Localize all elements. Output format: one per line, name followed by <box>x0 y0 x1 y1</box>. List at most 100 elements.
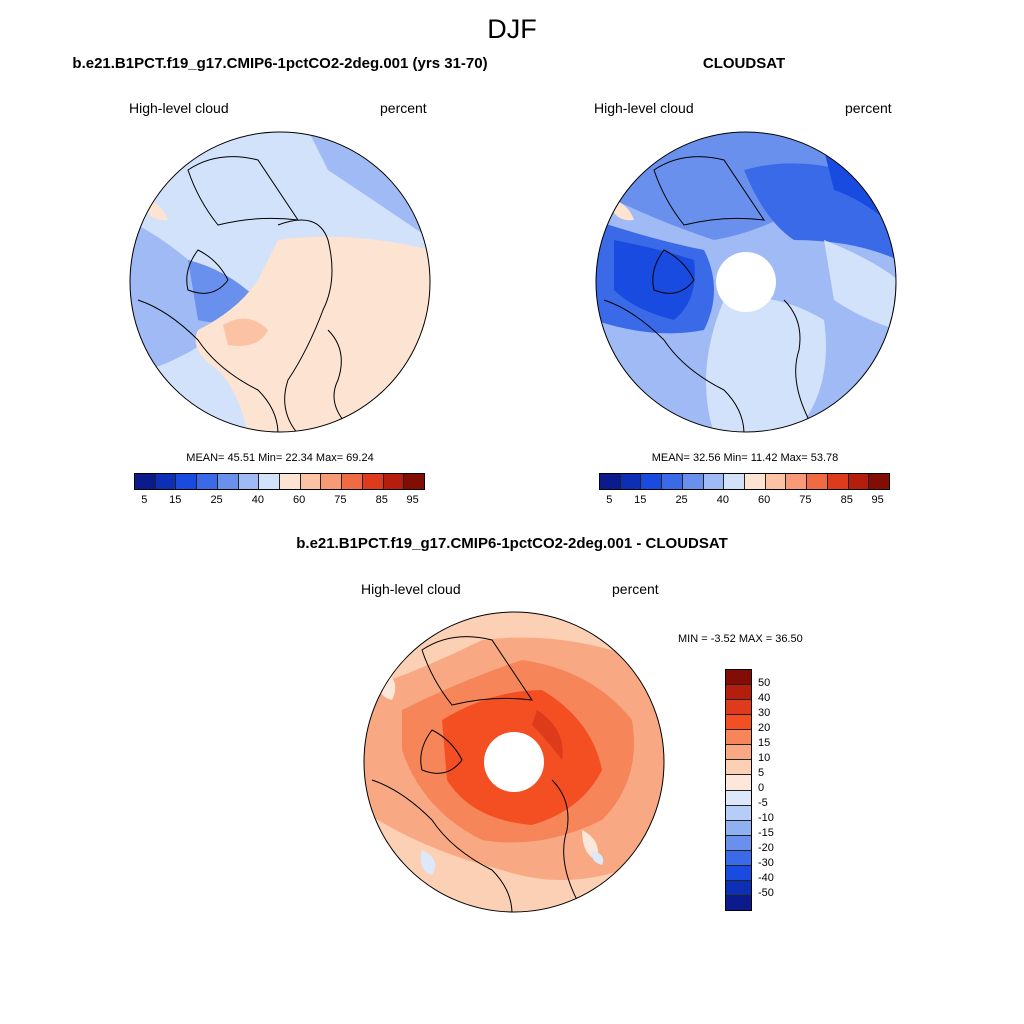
panel-3-colorbar-labels: 50 40 30 20 15 10 5 0 -5 -10 -15 -20 -30 -40 -50 <box>758 669 798 909</box>
panel-1-colorbar <box>134 473 425 490</box>
panel-3-polar-map <box>363 611 665 913</box>
colorbar-swatch <box>726 835 751 851</box>
colorbar-swatch <box>135 474 156 489</box>
colorbar-swatch <box>726 685 751 701</box>
map-field <box>195 236 430 432</box>
colorbar-swatch <box>238 474 260 489</box>
colorbar-tick-label: -30 <box>758 857 774 869</box>
coastline <box>277 219 333 432</box>
colorbar-tick-label: 50 <box>758 677 771 689</box>
panel-3-colorbar <box>725 669 752 911</box>
panel-3-units-label: percent <box>612 581 659 597</box>
colorbar-tick-label: 85 <box>375 494 388 506</box>
colorbar-swatch <box>765 474 787 489</box>
colorbar-swatch <box>745 474 766 489</box>
pole-hole <box>716 252 776 312</box>
colorbar-swatch <box>641 474 663 489</box>
colorbar-tick-label: 60 <box>758 494 771 506</box>
colorbar-swatch <box>662 474 683 489</box>
panel-2-colorbar <box>599 473 890 490</box>
colorbar-tick-label: 25 <box>210 494 223 506</box>
colorbar-swatch <box>280 474 301 489</box>
colorbar-swatch <box>726 895 751 910</box>
colorbar-tick-label: 15 <box>758 737 771 749</box>
colorbar-tick-label: -40 <box>758 872 774 884</box>
colorbar-tick-label: 20 <box>758 722 771 734</box>
colorbar-swatch <box>726 805 751 821</box>
colorbar-tick-label: 5 <box>141 494 148 506</box>
pole-hole <box>484 732 544 792</box>
map-field <box>532 710 563 760</box>
colorbar-swatch <box>155 474 177 489</box>
colorbar-swatch <box>848 474 870 489</box>
panel-1-variable-label: High-level cloud <box>129 100 229 116</box>
coastline <box>603 299 745 432</box>
colorbar-tick-label: 75 <box>334 494 347 506</box>
map-field <box>591 850 604 865</box>
colorbar-swatch <box>726 715 751 731</box>
map-field <box>596 132 896 240</box>
colorbar-tick-label: 85 <box>840 494 853 506</box>
panel-3-stats: MIN = -3.52 MAX = 36.50 <box>678 633 803 645</box>
colorbar-swatch <box>259 474 281 489</box>
colorbar-tick-label: -50 <box>758 887 774 899</box>
map-boundary <box>363 611 665 913</box>
colorbar-swatch <box>726 760 751 776</box>
colorbar-tick-label: 25 <box>675 494 688 506</box>
colorbar-tick-label: -15 <box>758 827 774 839</box>
colorbar-tick-label: 95 <box>871 494 884 506</box>
coastline <box>653 156 766 226</box>
map-field <box>614 240 695 320</box>
figure-title: DJF <box>487 14 537 44</box>
panel-2-units-label: percent <box>845 100 892 116</box>
panel-3-variable-label: High-level cloud <box>361 581 461 597</box>
colorbar-swatch <box>362 474 384 489</box>
colorbar-tick-label: -5 <box>758 797 768 809</box>
colorbar-tick-label: 5 <box>758 767 765 779</box>
colorbar-swatch <box>404 474 425 489</box>
panel-3-title: b.e21.B1PCT.f19_g17.CMIP6-1pctCO2-2deg.0… <box>296 535 728 552</box>
colorbar-tick-label: 0 <box>758 782 765 794</box>
colorbar-tick-label: 95 <box>406 494 419 506</box>
colorbar-swatch <box>786 474 808 489</box>
panel-1-colorbar-ticks: 5 15 25 40 60 75 85 95 <box>134 494 423 508</box>
map-boundary <box>129 131 431 433</box>
colorbar-swatch <box>726 730 751 746</box>
colorbar-swatch <box>342 474 363 489</box>
panel-2-variable-label: High-level cloud <box>594 100 694 116</box>
map-field <box>706 297 826 432</box>
colorbar-swatch <box>807 474 828 489</box>
colorbar-swatch <box>176 474 198 489</box>
colorbar-tick-label: 15 <box>634 494 647 506</box>
colorbar-swatch <box>300 474 322 489</box>
map-boundary <box>595 131 897 433</box>
colorbar-swatch <box>383 474 405 489</box>
coastline <box>783 299 810 421</box>
coastline <box>551 779 578 901</box>
colorbar-tick-label: 15 <box>169 494 182 506</box>
colorbar-swatch <box>726 880 751 896</box>
panel-1-stats: MEAN= 45.51 Min= 22.34 Max= 69.24 <box>186 452 374 464</box>
panel-2-title: CLOUDSAT <box>702 55 786 72</box>
map-field <box>308 132 430 240</box>
coastline <box>421 636 534 706</box>
map-field <box>223 318 268 346</box>
colorbar-swatch <box>620 474 642 489</box>
coastline <box>137 299 279 432</box>
colorbar-tick-label: 10 <box>758 752 771 764</box>
map-field <box>824 240 896 330</box>
panel-1-polar-map <box>129 131 431 433</box>
coastline <box>327 329 344 421</box>
colorbar-tick-label: -10 <box>758 812 774 824</box>
coastline <box>186 249 229 294</box>
colorbar-swatch <box>197 474 218 489</box>
colorbar-tick-label: 40 <box>251 494 264 506</box>
colorbar-swatch <box>869 474 890 489</box>
colorbar-swatch <box>703 474 725 489</box>
colorbar-swatch <box>726 790 751 806</box>
panel-1-units-label: percent <box>380 100 427 116</box>
colorbar-swatch <box>724 474 746 489</box>
colorbar-tick-label: 75 <box>799 494 812 506</box>
coastline <box>371 779 513 912</box>
colorbar-swatch <box>726 745 751 761</box>
